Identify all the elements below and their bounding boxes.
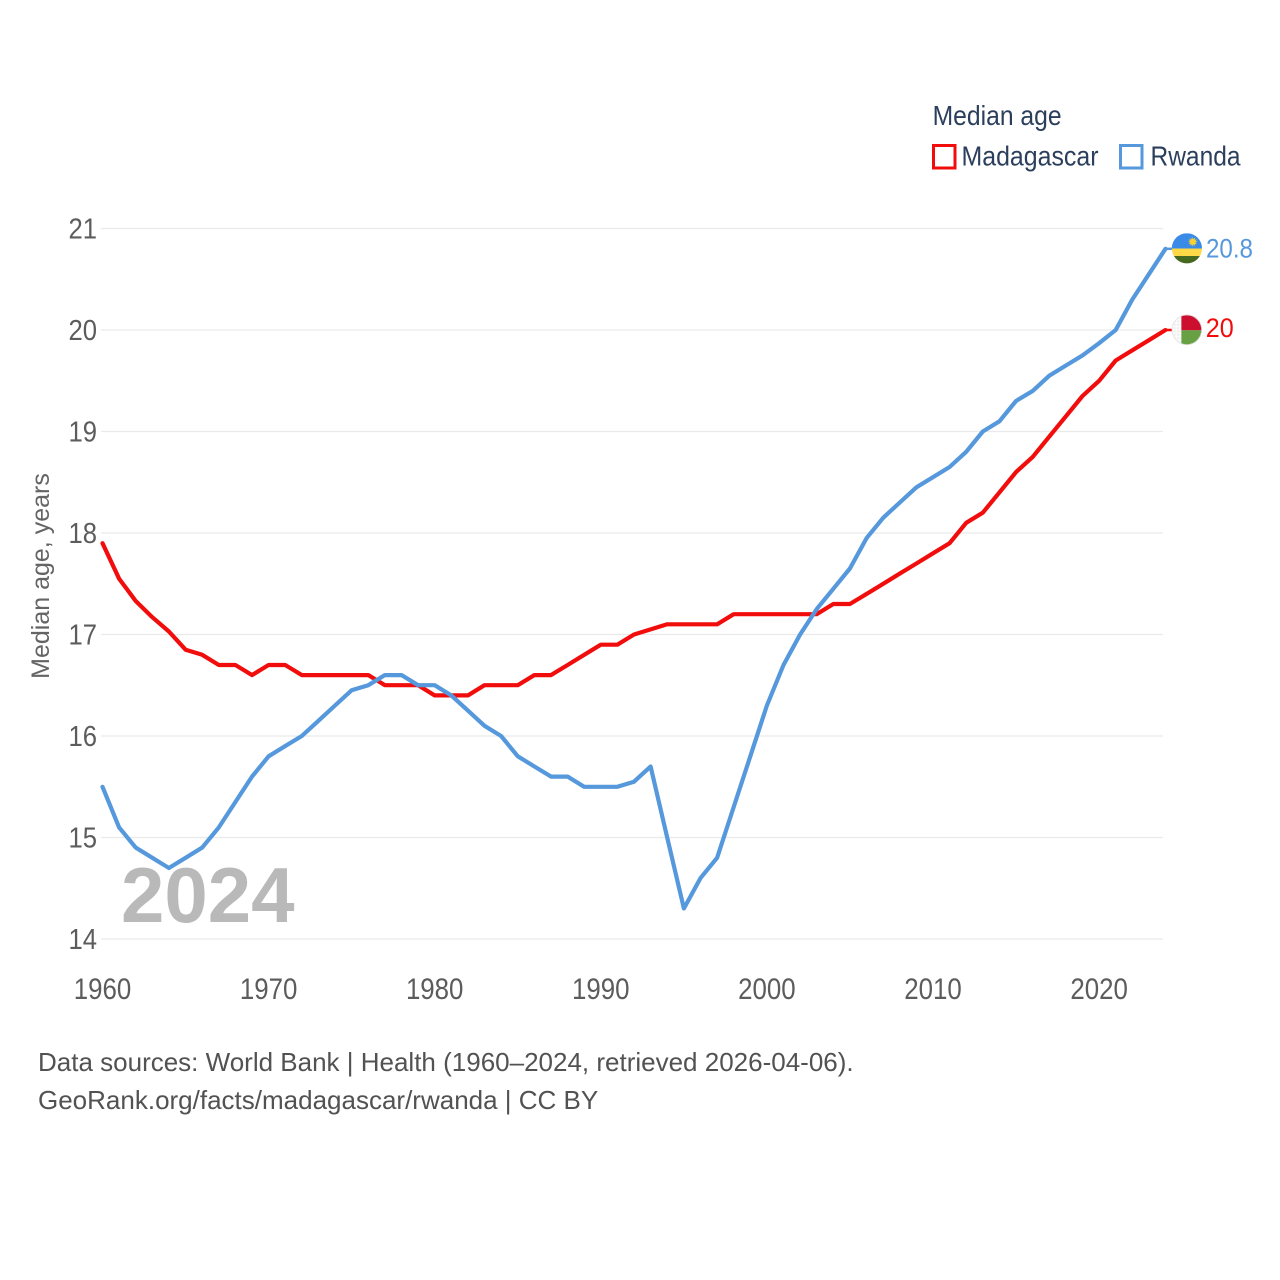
svg-text:21: 21 [69, 214, 98, 246]
svg-text:1990: 1990 [572, 973, 630, 1006]
svg-text:19: 19 [69, 417, 98, 449]
svg-text:20: 20 [1206, 313, 1234, 343]
svg-text:Median age, years: Median age, years [27, 473, 55, 679]
svg-text:16: 16 [69, 721, 98, 753]
svg-text:2024: 2024 [121, 851, 295, 939]
svg-text:GeoRank.org/facts/madagascar/r: GeoRank.org/facts/madagascar/rwanda | CC… [38, 1085, 598, 1115]
svg-text:Data sources: World Bank | Hea: Data sources: World Bank | Health (1960–… [38, 1047, 854, 1077]
svg-text:Madagascar: Madagascar [962, 141, 1099, 172]
svg-text:Rwanda: Rwanda [1151, 141, 1241, 172]
svg-text:2010: 2010 [904, 973, 962, 1006]
svg-text:1980: 1980 [406, 973, 464, 1006]
svg-text:15: 15 [69, 823, 98, 855]
svg-text:20: 20 [69, 315, 98, 347]
svg-text:14: 14 [69, 924, 98, 956]
svg-text:1970: 1970 [240, 973, 298, 1006]
svg-text:20.8: 20.8 [1206, 234, 1253, 264]
svg-text:17: 17 [69, 620, 98, 652]
svg-text:2020: 2020 [1070, 973, 1128, 1006]
svg-text:1960: 1960 [74, 973, 132, 1006]
svg-text:Median age: Median age [933, 100, 1062, 131]
svg-text:18: 18 [69, 518, 98, 550]
svg-text:2000: 2000 [738, 973, 796, 1006]
